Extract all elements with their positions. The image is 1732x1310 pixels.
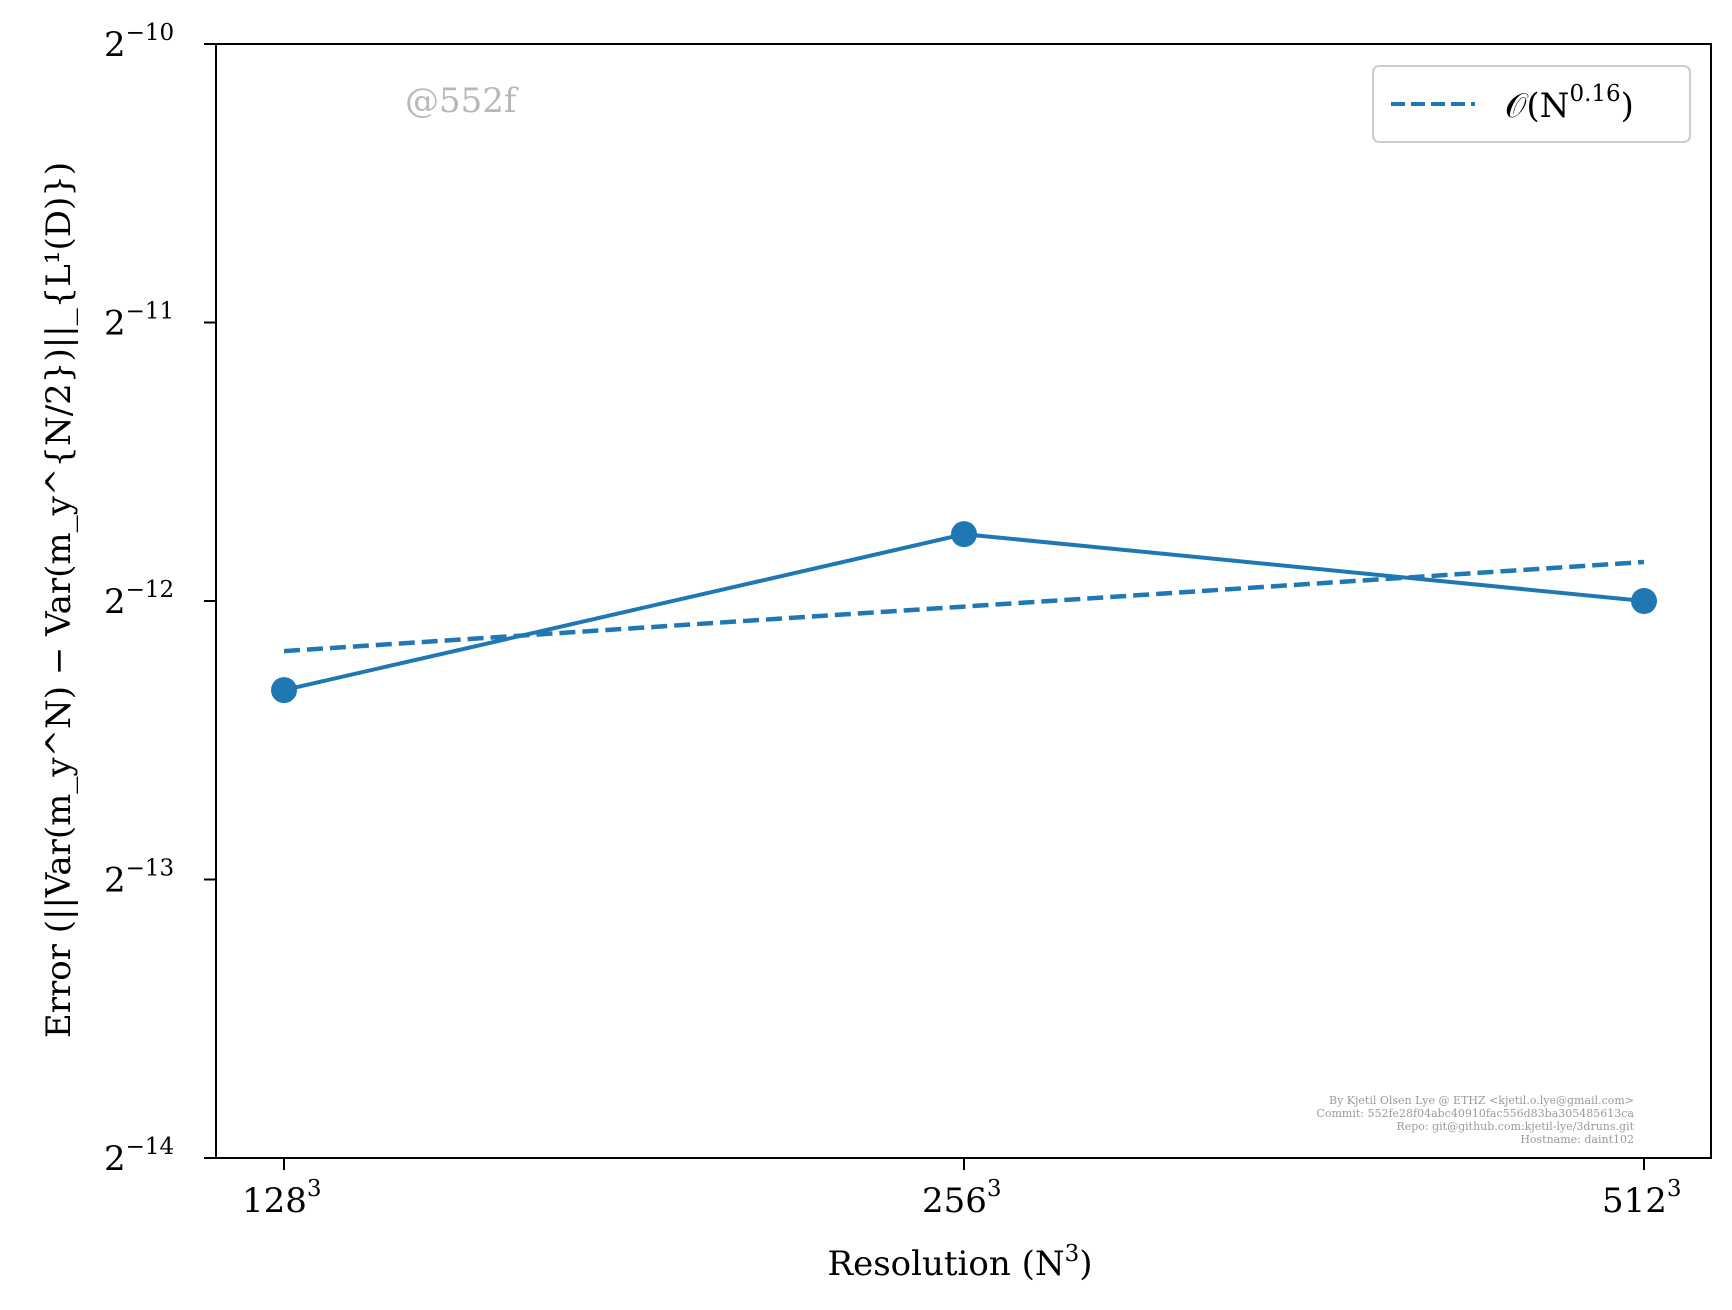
y-tick-label: 2−11	[104, 299, 174, 344]
x-tick-base: 512	[1602, 1181, 1667, 1221]
x-axis-title-text: Resolution (N	[827, 1244, 1064, 1284]
y-tick-base: 2	[104, 582, 126, 622]
y-tick-exponent: −11	[126, 299, 175, 325]
credits-line: Commit: 552fe28f04abc40910fac556d83ba305…	[1316, 1107, 1634, 1120]
series-layer	[271, 521, 1657, 704]
credits-block: By Kjetil Olsen Lye @ ETHZ <kjetil.o.lye…	[1316, 1094, 1634, 1146]
y-tick-label: 2−12	[104, 577, 174, 622]
credits-line: Hostname: daint102	[1520, 1133, 1634, 1146]
x-tick-label: 1283	[242, 1176, 322, 1221]
legend-label-suffix: )	[1621, 86, 1634, 126]
error-data-point	[1631, 588, 1657, 614]
x-axis-title-sup: 3	[1065, 1241, 1080, 1267]
x-axis: 1283 2563 5123	[242, 1158, 1682, 1221]
x-tick-label: 2563	[922, 1176, 1002, 1221]
y-tick-exponent: −14	[126, 1134, 175, 1160]
y-tick-label: 2−10	[104, 20, 174, 65]
y-tick-base: 2	[104, 861, 126, 901]
y-tick-exponent: −13	[126, 856, 175, 882]
y-tick-label: 2−13	[104, 856, 174, 901]
credits-line: By Kjetil Olsen Lye @ ETHZ <kjetil.o.lye…	[1329, 1094, 1634, 1107]
y-axis-title: Error (||Var(m_y^N) − Var(m_y^{N/2})||_{…	[39, 162, 79, 1038]
fit-line-dashed	[283, 559, 1645, 654]
y-tick-label: 2−14	[104, 1134, 174, 1179]
x-tick-exponent: 3	[987, 1176, 1002, 1202]
y-tick-exponent: −12	[126, 577, 175, 603]
x-axis-title: Resolution (N3)	[827, 1241, 1092, 1284]
x-tick-exponent: 3	[307, 1176, 322, 1202]
x-tick-base: 256	[922, 1181, 987, 1221]
legend: 𝒪(N0.16)	[1372, 65, 1691, 143]
watermark: @552f	[405, 81, 519, 121]
legend-box	[1372, 65, 1691, 143]
legend-label-sup: 0.16	[1569, 81, 1620, 107]
x-axis-title-close: )	[1079, 1244, 1092, 1284]
legend-label-prefix: 𝒪(N	[1505, 86, 1569, 126]
y-axis: 2−142−132−122−112−10	[104, 20, 216, 1179]
x-tick-exponent: 3	[1667, 1176, 1682, 1202]
legend-label: 𝒪(N0.16)	[1505, 81, 1634, 126]
y-tick-base: 2	[104, 1139, 126, 1179]
y-tick-exponent: −10	[126, 20, 175, 46]
credits-line: Repo: git@github.com:kjetil-lye/3druns.g…	[1396, 1120, 1634, 1133]
error-data-point	[951, 521, 977, 548]
x-tick-label: 5123	[1602, 1176, 1682, 1221]
y-tick-base: 2	[104, 25, 126, 65]
error-data-point	[271, 677, 297, 704]
y-tick-base: 2	[104, 304, 126, 344]
plot-area	[215, 43, 1712, 1159]
x-tick-base: 128	[242, 1181, 307, 1221]
